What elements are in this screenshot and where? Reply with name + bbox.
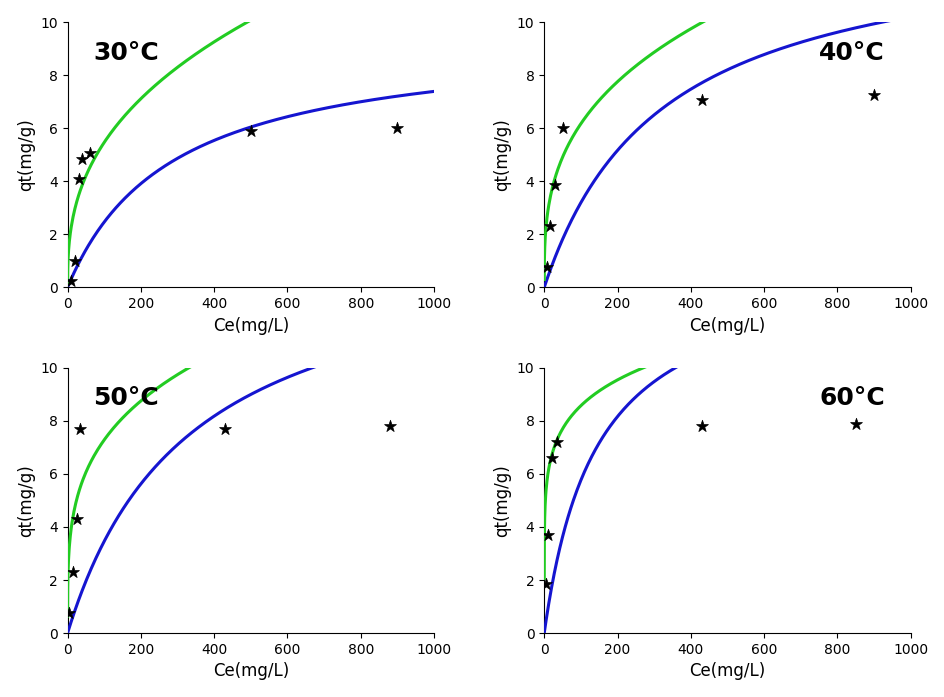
X-axis label: Ce(mg/L): Ce(mg/L) [689,316,765,335]
Point [866,89,881,100]
Point [69,514,84,525]
Text: 30°C: 30°C [93,40,159,65]
Point [67,255,82,266]
Point [548,436,564,447]
Point [75,153,90,164]
Point [554,123,569,134]
Text: 50°C: 50°C [93,386,159,411]
Point [382,421,397,432]
Point [694,421,709,432]
Point [65,567,80,578]
Point [548,180,563,191]
Text: 60°C: 60°C [818,386,885,411]
X-axis label: Ce(mg/L): Ce(mg/L) [689,662,765,680]
Y-axis label: qt(mg/g): qt(mg/g) [493,464,511,537]
Point [694,95,709,106]
Point [539,262,554,273]
Point [538,579,553,590]
Text: 40°C: 40°C [818,40,885,65]
Point [61,608,76,619]
Y-axis label: qt(mg/g): qt(mg/g) [17,464,35,537]
Point [544,452,559,464]
Y-axis label: qt(mg/g): qt(mg/g) [17,118,35,191]
Point [390,123,405,134]
X-axis label: Ce(mg/L): Ce(mg/L) [212,316,289,335]
X-axis label: Ce(mg/L): Ce(mg/L) [212,662,289,680]
Point [848,418,863,429]
Point [73,423,88,434]
Point [71,173,86,184]
Point [217,423,232,434]
Point [540,529,555,540]
Point [243,125,258,137]
Point [82,148,97,159]
Point [63,275,78,286]
Point [542,221,557,232]
Y-axis label: qt(mg/g): qt(mg/g) [493,118,511,191]
